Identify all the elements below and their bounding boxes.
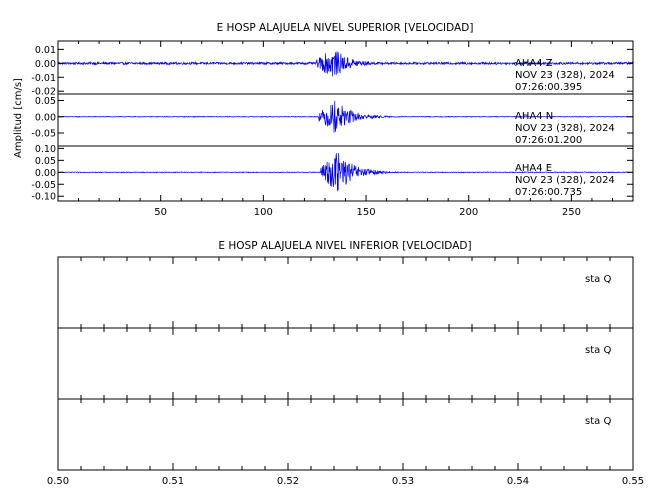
station-label-line: NOV 23 (328), 2024 — [515, 175, 615, 186]
ytick-label: 0.05 — [35, 156, 56, 167]
xtick-label: 0.53 — [392, 476, 414, 487]
bottom-chart: E HOSP ALAJUELA NIVEL INFERIOR [VELOCIDA… — [47, 240, 644, 487]
xtick-label: 0.54 — [507, 476, 529, 487]
station-label-line: 07:26:00.395 — [515, 82, 582, 93]
bottom-chart-title: E HOSP ALAJUELA NIVEL INFERIOR [VELOCIDA… — [218, 240, 471, 252]
ytick-label: -0.10 — [31, 192, 56, 203]
xtick-label: 0.51 — [162, 476, 184, 487]
panel-frame — [57, 327, 634, 400]
ytick-label: 0.01 — [35, 45, 56, 56]
ytick-label: -0.05 — [31, 129, 56, 140]
station-label-line: 07:26:01.200 — [515, 135, 582, 146]
xtick-label: 200 — [459, 207, 478, 218]
panel-frame — [57, 398, 634, 471]
ytick-label: 0.05 — [35, 96, 56, 107]
station-label-line: AHA4 E — [515, 163, 552, 174]
ytick-label: -0.05 — [31, 180, 56, 191]
station-label-line: AHA4 Z — [515, 58, 553, 69]
top-chart-ylabel: Amplitud [cm/s] — [13, 78, 24, 158]
empty-panel-2: sta Q — [57, 327, 634, 400]
waveform-trace-n — [57, 100, 634, 133]
waveform-trace-z — [57, 51, 634, 77]
ytick-label: 0.00 — [35, 59, 56, 70]
ytick-label: 0.00 — [35, 112, 56, 123]
ytick-label: -0.01 — [31, 73, 56, 84]
xtick-label: 0.55 — [622, 476, 644, 487]
station-label-line: NOV 23 (328), 2024 — [515, 70, 615, 81]
panel-frame — [57, 256, 634, 329]
xtick-label: 250 — [562, 207, 581, 218]
station-label-line: AHA4 N — [515, 111, 553, 122]
empty-panel-1: sta Q — [57, 256, 634, 329]
waveform-trace-e — [57, 152, 634, 192]
xtick-label: 150 — [356, 207, 375, 218]
station-label: sta Q — [585, 345, 611, 356]
ytick-label: 0.10 — [35, 144, 56, 155]
ytick-label: -0.02 — [31, 87, 56, 98]
station-label: sta Q — [585, 274, 611, 285]
xtick-label: 0.50 — [47, 476, 69, 487]
station-label-line: 07:26:00.735 — [515, 187, 582, 198]
xtick-label: 100 — [254, 207, 273, 218]
station-label: sta Q — [585, 416, 611, 427]
xtick-label: 0.52 — [277, 476, 299, 487]
top-chart-title: E HOSP ALAJUELA NIVEL SUPERIOR [VELOCIDA… — [217, 22, 474, 34]
top-chart: E HOSP ALAJUELA NIVEL SUPERIOR [VELOCIDA… — [13, 22, 634, 218]
station-label-line: NOV 23 (328), 2024 — [515, 123, 615, 134]
xtick-label: 50 — [154, 207, 167, 218]
empty-panel-3: sta Q — [57, 398, 634, 471]
ytick-label: 0.00 — [35, 168, 56, 179]
